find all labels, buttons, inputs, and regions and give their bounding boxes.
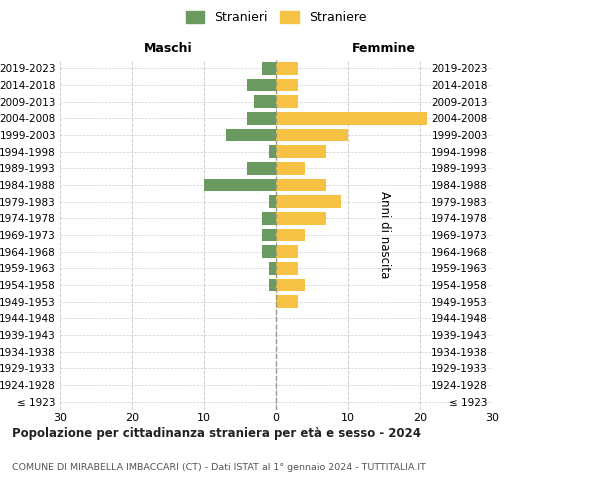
Bar <box>276 246 298 258</box>
Bar <box>276 196 341 208</box>
Bar <box>262 246 276 258</box>
Bar <box>276 112 427 124</box>
Bar <box>276 62 298 74</box>
Bar <box>276 212 326 224</box>
Bar <box>204 179 276 192</box>
Bar <box>247 162 276 174</box>
Bar <box>276 162 305 174</box>
Bar <box>276 229 305 241</box>
Bar <box>269 279 276 291</box>
Bar <box>247 79 276 92</box>
Legend: Stranieri, Straniere: Stranieri, Straniere <box>185 11 367 24</box>
Bar <box>269 146 276 158</box>
Text: Popolazione per cittadinanza straniera per età e sesso - 2024: Popolazione per cittadinanza straniera p… <box>12 428 421 440</box>
Bar <box>269 196 276 208</box>
Bar <box>276 296 298 308</box>
Bar <box>276 279 305 291</box>
Bar <box>226 129 276 141</box>
Bar <box>276 146 326 158</box>
Bar <box>276 179 326 192</box>
Text: COMUNE DI MIRABELLA IMBACCARI (CT) - Dati ISTAT al 1° gennaio 2024 - TUTTITALIA.: COMUNE DI MIRABELLA IMBACCARI (CT) - Dat… <box>12 462 426 471</box>
Bar <box>254 96 276 108</box>
Bar <box>276 129 348 141</box>
Bar <box>262 229 276 241</box>
Bar <box>262 62 276 74</box>
Text: Maschi: Maschi <box>143 42 193 55</box>
Bar <box>276 79 298 92</box>
Bar <box>247 112 276 124</box>
Bar <box>276 96 298 108</box>
Bar <box>269 262 276 274</box>
Text: Femmine: Femmine <box>352 42 416 55</box>
Y-axis label: Anni di nascita: Anni di nascita <box>379 192 391 278</box>
Bar <box>262 212 276 224</box>
Bar <box>276 262 298 274</box>
